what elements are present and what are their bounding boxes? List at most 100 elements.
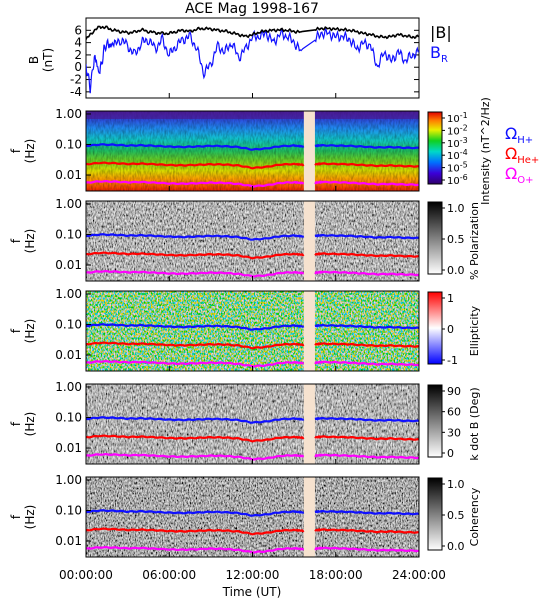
panel-b-ylabel-top: B [27,56,41,64]
gyro-line-H-plus [314,323,419,330]
panel-coherency-cbar-tick-label: 1.0 [447,478,465,491]
panel-coherency-image [86,477,419,557]
cbar-tick-base: 10 [447,151,460,162]
panel-intensity-cbar-tick-label: 10-5 [447,161,468,175]
gyro-line-He-plus [314,162,419,168]
panel-polarization-cbar-tick-label: 0.5 [447,233,465,246]
time-axis-ticks: 00:00:00 06:00:00 12:00:00 18:00:00 24:00:00 [59,568,446,582]
panel-k-dot-b-ytick-label: 0.01 [55,441,82,455]
panel-ellipticity-colorbar-label: Ellipticity [468,305,481,356]
panel-b-frame [85,17,420,99]
gyro-line-H-plus [86,233,305,241]
gyro-line-H-plus [314,143,419,150]
panel-intensity-ytick-label: 1.00 [55,107,82,121]
panel-coherency-ylabel-top: f [9,514,23,519]
panel-intensity-colorbar [427,111,443,185]
panel-ellipticity-cbar-tick-label: 1 [447,292,454,305]
panel-ellipticity: 1.00 0.10 0.01 f (Hz) 1 0 -1 Ellipticity [9,287,481,372]
cbar-tick-exponent: -5 [460,161,468,170]
panel-coherency-texture [86,477,419,557]
panel-polarization-ytick-label: 0.01 [55,258,82,272]
panel-intensity-cbar-tick-label: 10-2 [447,123,468,137]
panel-k-dot-b-ytick-label: 0.10 [55,410,82,424]
panel-polarization-ytick-label: 0.10 [55,227,82,241]
gyro-line-H-plus [86,323,305,331]
legend-b-magnitude: |B| [430,23,452,42]
panel-k-dot-b-ytick-label: 1.00 [55,380,82,394]
panel-k-dot-b-texture [86,384,419,464]
legend-omega-symbol: Ω [505,164,517,183]
cbar-tick-base: 10 [447,114,460,125]
panel-intensity-cbar-tick-label: 10-4 [447,148,468,162]
gyro-line-O-plus [86,359,304,368]
panel-ellipticity-image [86,291,419,371]
chart-title: ACE Mag 1998-167 [185,1,319,17]
gyro-line-O-plus [86,179,304,188]
panel-polarization-colorbar [427,201,443,275]
legend-omega-subscript: O+ [517,175,533,186]
b-radial-line [86,27,419,94]
panel-intensity-cbar-tick-label: 10-3 [447,136,468,150]
cbar-tick-exponent: -6 [460,173,468,182]
panel-ellipticity-texture [86,291,419,371]
panel-ellipticity-ytick-label: 0.01 [55,348,82,362]
gyro-line-O-plus [86,452,304,461]
cbar-tick-exponent: -1 [460,111,468,120]
panel-intensity-texture [86,111,419,191]
legend-omega-O-plus: ΩO+ [505,164,533,186]
panel-intensity-colorbar-label: Intensity (nT^2/Hz) [479,97,492,205]
gyro-line-He-plus [314,528,419,534]
panel-k-dot-b-ylabel-bottom: (Hz) [23,412,37,437]
x-tick-label: 18:00:00 [309,568,363,582]
panel-coherency-cbar-tick-label: 0.5 [447,509,465,522]
panel-k-dot-b-cbar-tick-label: 30 [447,426,461,439]
gyro-line-O-plus [86,269,304,278]
panel-polarization-ylabel-top: f [9,238,23,243]
gyro-line-O-plus [314,180,419,187]
panel-coherency-colorbar [427,477,443,551]
panel-coherency-cbar-tick-label: 0.0 [447,540,465,553]
x-tick-label: 06:00:00 [142,568,196,582]
panel-coherency-colorbar-label: Coherency [468,487,481,546]
panel-ellipticity-ytick-label: 1.00 [55,287,82,301]
gyro-line-H-plus [86,143,305,151]
panel-intensity-ylabel-top: f [9,148,23,153]
panel-k-dot-b-cbar-tick-label: 90 [447,385,461,398]
panel-polarization-ytick-label: 1.00 [55,197,82,211]
panel-intensity-ytick-label: 0.10 [55,137,82,151]
gyro-line-O-plus [86,545,304,554]
gyro-line-H-plus [314,233,419,240]
panel-intensity-ytick-label: 0.01 [55,168,82,182]
panel-k-dot-b: 1.00 0.10 0.01 f (Hz) 90 60 30 0 k dot B (Deg) [9,380,481,465]
cbar-tick-exponent: -4 [460,148,468,157]
panel-polarization-ylabel-bottom: (Hz) [23,229,37,254]
gyro-line-He-plus [86,527,305,536]
gyro-line-H-plus [314,509,419,516]
panel-intensity-cbar-tick-label: 10-6 [447,173,468,187]
gyro-line-H-plus [86,509,305,517]
panel-ellipticity-ylabel-top: f [9,328,23,333]
panel-intensity: 1.000.100.01f (Hz)10-110-210-310-410-510-… [9,97,539,205]
gyro-line-He-plus [86,341,305,350]
panel-ellipticity-ylabel-bottom: (Hz) [23,319,37,344]
panel-polarization-colorbar-label: % Polarization [468,202,481,280]
panel-ellipticity-ytick-label: 0.10 [55,317,82,331]
panel-b-ytick-label: -2 [70,73,82,87]
panel-b-ytick-label: 0 [74,60,82,74]
cbar-tick-base: 10 [447,139,460,150]
gyro-line-O-plus [314,546,419,553]
gyro-line-O-plus [314,453,419,460]
spectrogram-panels: 1.000.100.01f (Hz)10-110-210-310-410-510-… [9,97,539,558]
panel-polarization-cbar-tick-label: 1.0 [447,202,465,215]
data-gap [303,201,315,281]
legend-omega-He-plus: ΩHe+ [505,144,539,166]
gyro-line-He-plus [314,435,419,441]
x-axis-label: Time (UT) [222,585,282,599]
cbar-tick-base: 10 [447,164,460,175]
panel-coherency-ylabel-bottom: (Hz) [23,505,37,530]
panel-intensity-cbar-tick-label: 10-1 [447,111,468,125]
gyro-line-H-plus [314,416,419,423]
legend-omega-symbol: Ω [505,124,517,143]
